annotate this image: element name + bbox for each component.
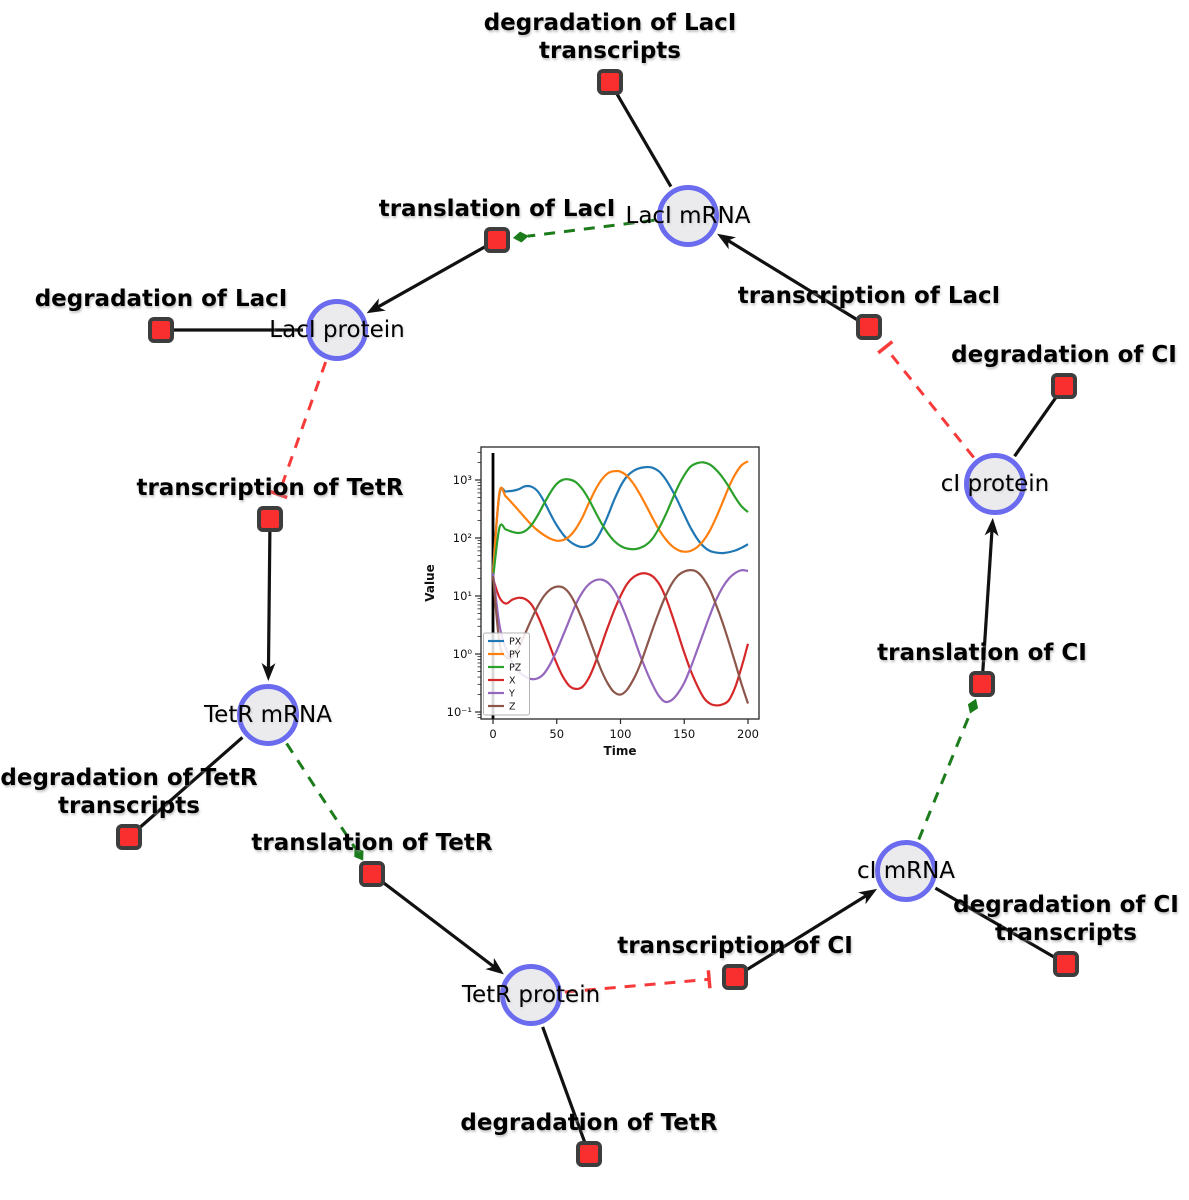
x-axis-label: Time [604,744,637,758]
species-label-tetr_prot: TetR protein [461,982,601,1008]
y-tick-label: 10² [453,531,472,545]
reaction-node-transl_laci[interactable] [484,227,510,253]
reaction-label-deg_laci_tx: degradation of LacI transcripts [483,9,737,64]
reaction-node-deg_tetr[interactable] [576,1141,602,1167]
series-Y [491,569,749,704]
x-tick-label: 200 [737,727,759,741]
y-axis-label: Value [423,564,437,602]
reaction-label-transl_tetr: translation of TetR [251,829,493,856]
edge-product-tx_laci-laci_mrna [717,233,870,329]
series-PX [491,465,749,569]
edge-product-transl_tetr-tetr_prot [371,872,504,975]
y-tick-label: 10⁻¹ [447,705,472,719]
species-label-tetr_mrna: TetR mRNA [204,702,332,728]
chart-legend: PX PY PZ XYZ [483,632,530,716]
legend-label-PX: PX [509,637,522,648]
reaction-node-deg_laci[interactable] [148,317,174,343]
reaction-node-deg_ci_tx[interactable] [1053,951,1079,977]
species-node-laci_prot[interactable] [306,299,368,361]
reaction-node-deg_tetr_tx[interactable] [116,824,142,850]
edge-product-transl_laci-laci_prot [366,238,498,314]
series-PZ [491,461,749,579]
x-tick-label: 100 [610,727,632,741]
edge-product-tx_tetr-tetr_mrna [261,518,276,681]
legend-label-Z: Z [509,702,516,713]
series-PY [491,460,749,573]
legend-label-Y: Y [508,689,515,700]
reaction-node-deg_laci_tx[interactable] [597,69,623,95]
edge-reactant-laci_mrna-deg_laci_tx [608,81,673,188]
reaction-node-tx_ci[interactable] [722,964,748,990]
reaction-node-deg_ci[interactable] [1051,373,1077,399]
reaction-label-deg_ci: degradation of CI [951,341,1177,368]
x-tick-label: 50 [549,727,564,741]
reaction-label-tx_ci: transcription of CI [617,932,853,959]
legend-label-PZ: PZ [509,663,522,674]
y-tick-label: 10¹ [453,589,472,603]
species-label-laci_prot: LacI protein [269,317,405,343]
species-label-laci_mrna: LacI mRNA [625,203,751,229]
y-tick-label: 10³ [453,473,473,487]
species-label-ci_prot: cI protein [940,471,1050,497]
x-tick-label: 150 [673,727,695,741]
species-node-ci_prot[interactable] [964,453,1026,515]
reaction-label-deg_ci_tx: degradation of CI transcripts [953,891,1179,946]
species-node-ci_mrna[interactable] [875,840,937,902]
series-X [491,572,750,707]
reaction-label-transl_ci: translation of CI [877,639,1087,666]
reaction-label-tx_tetr: transcription of TetR [136,474,404,501]
reaction-label-transl_laci: translation of LacI [378,195,616,222]
species-node-tetr_mrna[interactable] [237,684,299,746]
species-node-tetr_prot[interactable] [500,964,562,1026]
species-node-laci_mrna[interactable] [657,185,719,247]
species-label-ci_mrna: cI mRNA [856,858,956,884]
reaction-node-tx_laci[interactable] [856,314,882,340]
axes-frame [480,446,760,720]
reaction-label-tx_laci: transcription of LacI [737,282,1001,309]
legend-label-PY: PY [509,650,521,661]
reaction-label-deg_tetr_tx: degradation of TetR transcripts [0,764,258,819]
legend-label-X: X [509,676,516,687]
reaction-node-tx_tetr[interactable] [257,506,283,532]
x-tick-label: 0 [489,727,496,741]
reaction-node-transl_ci[interactable] [969,671,995,697]
reaction-node-transl_tetr[interactable] [359,861,385,887]
edge-modifier-ci_mrna-transl_ci [917,698,979,841]
reaction-label-deg_tetr: degradation of TetR [460,1109,718,1136]
series-Z [491,568,750,704]
y-tick-label: 10⁰ [453,647,473,661]
reaction-label-deg_laci: degradation of LacI [34,285,288,312]
